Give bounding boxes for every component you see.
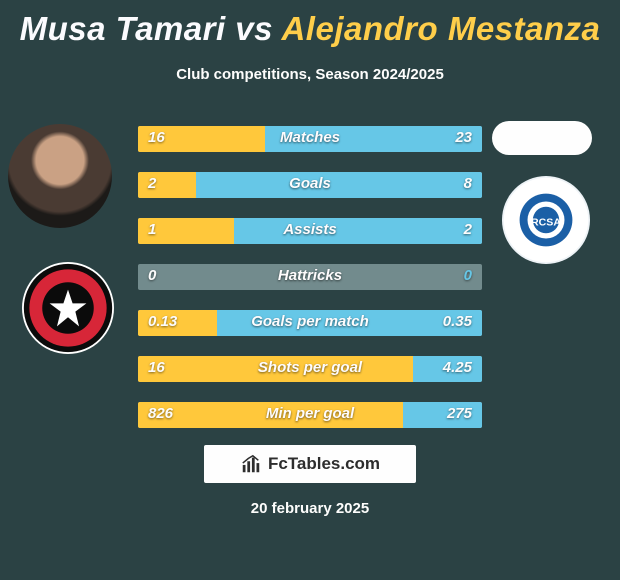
stat-bar-right bbox=[234, 218, 482, 244]
stat-value-left: 16 bbox=[148, 359, 165, 376]
stat-row: 12Assists bbox=[138, 218, 482, 244]
player1-name: Musa Tamari bbox=[20, 10, 226, 47]
player2-avatar bbox=[492, 121, 592, 155]
subtitle: Club competitions, Season 2024/2025 bbox=[0, 66, 620, 83]
stat-value-right: 8 bbox=[464, 175, 472, 192]
stat-row: 164.25Shots per goal bbox=[138, 356, 482, 382]
stat-bar-right bbox=[196, 172, 482, 198]
stat-value-right: 2 bbox=[464, 221, 472, 238]
stat-row: 1623Matches bbox=[138, 126, 482, 152]
stat-row: 0 0Hattricks bbox=[138, 264, 482, 290]
player2-name: Alejandro Mestanza bbox=[281, 10, 600, 47]
footer-date: 20 february 2025 bbox=[0, 500, 620, 517]
vs-separator: vs bbox=[235, 10, 273, 47]
page-title: Musa Tamari vs Alejandro Mestanza bbox=[0, 0, 620, 48]
stats-chart: 1623Matches28Goals12Assists00Hattricks0.… bbox=[138, 126, 482, 448]
stat-value-left: 1 bbox=[148, 221, 156, 238]
stat-row: 826275Min per goal bbox=[138, 402, 482, 428]
stat-value-right: 0.35 bbox=[443, 313, 472, 330]
site-name: FcTables.com bbox=[268, 454, 380, 474]
stat-value-right: 23 bbox=[455, 129, 472, 146]
stat-value-left: 826 bbox=[148, 405, 173, 422]
chart-icon bbox=[240, 453, 262, 475]
stat-value-right: 4.25 bbox=[443, 359, 472, 376]
stat-bar-right bbox=[265, 126, 482, 152]
stat-bar-left bbox=[138, 356, 413, 382]
site-logo: FcTables.com bbox=[204, 445, 416, 483]
stat-value-left: 2 bbox=[148, 175, 156, 192]
stat-value-left: 0 bbox=[148, 267, 156, 284]
stat-value-left: 16 bbox=[148, 129, 165, 146]
player1-avatar bbox=[8, 124, 112, 228]
stat-value-left: 0.13 bbox=[148, 313, 177, 330]
stat-row: 28Goals bbox=[138, 172, 482, 198]
stat-bar-left bbox=[138, 402, 403, 428]
team2-crest: RCSA bbox=[502, 176, 590, 264]
stat-label: Hattricks bbox=[138, 267, 482, 284]
stat-value-right: 0 bbox=[464, 267, 472, 284]
stat-value-right: 275 bbox=[447, 405, 472, 422]
stat-bar-left bbox=[138, 172, 196, 198]
svg-text:RCSA: RCSA bbox=[531, 216, 561, 228]
stat-row: 0.130.35Goals per match bbox=[138, 310, 482, 336]
team1-crest bbox=[22, 262, 114, 354]
